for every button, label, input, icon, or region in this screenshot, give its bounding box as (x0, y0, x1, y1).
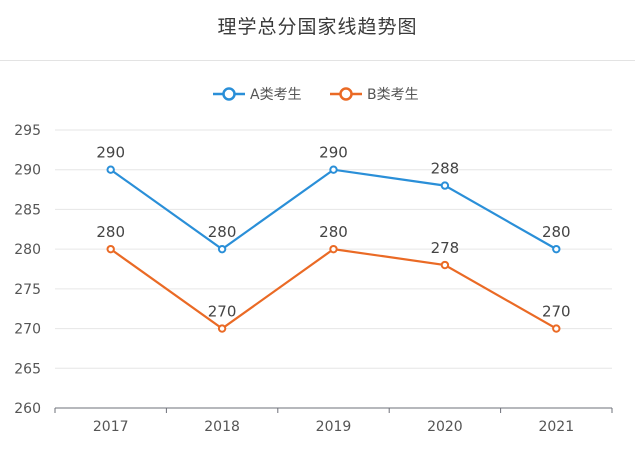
data-point (552, 324, 561, 333)
data-label: 280 (96, 223, 125, 241)
data-label: 280 (319, 223, 348, 241)
data-point (440, 260, 450, 270)
legend-label: A类考生 (250, 87, 302, 103)
data-label: 270 (208, 303, 237, 321)
data-point (106, 165, 115, 174)
x-tick-label: 2017 (93, 419, 129, 435)
x-tick-label: 2021 (538, 419, 574, 435)
legend-marker (339, 87, 353, 101)
data-label: 280 (208, 223, 237, 241)
y-tick-label: 265 (14, 361, 41, 377)
legend-label: B类考生 (367, 87, 419, 103)
title-divider (0, 60, 635, 61)
y-tick-label: 280 (14, 242, 41, 258)
data-label: 288 (431, 160, 460, 178)
data-label: 278 (431, 239, 460, 257)
data-point (217, 244, 227, 254)
x-tick-label: 2020 (427, 419, 463, 435)
y-tick-label: 295 (14, 123, 41, 139)
data-label: 290 (96, 144, 125, 162)
y-tick-label: 290 (14, 163, 41, 179)
data-point (329, 244, 338, 254)
x-tick-label: 2019 (316, 419, 352, 435)
x-tick-label: 2018 (204, 419, 240, 435)
y-tick-label: 275 (14, 282, 41, 298)
data-label: 280 (542, 223, 571, 241)
data-point (329, 165, 338, 174)
y-tick-label: 285 (14, 202, 41, 218)
legend-marker (222, 87, 236, 101)
y-tick-label: 260 (14, 401, 41, 417)
chart-title: 理学总分国家线趋势图 (217, 16, 418, 38)
data-point (552, 244, 561, 254)
data-label: 270 (542, 303, 571, 321)
data-point (106, 244, 115, 254)
data-point (440, 181, 450, 190)
data-label: 290 (319, 144, 348, 162)
data-point (217, 324, 227, 333)
y-tick-label: 270 (14, 322, 41, 338)
